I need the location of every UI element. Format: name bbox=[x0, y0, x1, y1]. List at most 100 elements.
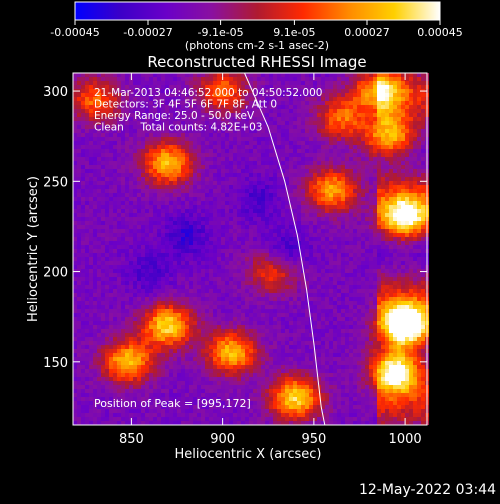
heatmap-cell bbox=[349, 225, 353, 229]
heatmap-cell bbox=[357, 101, 361, 105]
heatmap-cell bbox=[297, 161, 301, 165]
heatmap-cell bbox=[213, 225, 217, 229]
chart-title: Reconstructed RHESSI Image bbox=[147, 53, 366, 71]
heatmap-cell bbox=[365, 93, 369, 97]
heatmap-cell bbox=[165, 189, 169, 193]
heatmap-cell bbox=[149, 149, 153, 153]
heatmap-cell bbox=[93, 221, 97, 225]
heatmap-cell bbox=[405, 81, 409, 85]
heatmap-cell bbox=[297, 117, 301, 121]
heatmap-cell bbox=[137, 249, 141, 253]
heatmap-cell bbox=[369, 129, 373, 133]
heatmap-cell bbox=[401, 137, 405, 141]
heatmap-cell bbox=[317, 253, 321, 257]
heatmap-cell bbox=[381, 241, 385, 245]
heatmap-cell bbox=[269, 157, 273, 161]
heatmap-cell bbox=[409, 105, 413, 109]
heatmap-cell bbox=[129, 225, 133, 229]
heatmap-cell bbox=[241, 205, 245, 209]
heatmap-cell bbox=[269, 281, 273, 285]
heatmap-cell bbox=[121, 189, 125, 193]
heatmap-cell bbox=[301, 117, 305, 121]
heatmap-cell bbox=[81, 85, 85, 89]
heatmap-cell bbox=[197, 257, 201, 261]
heatmap-cell bbox=[181, 237, 185, 241]
heatmap-cell bbox=[157, 145, 161, 149]
heatmap-cell bbox=[289, 149, 293, 153]
heatmap-cell bbox=[229, 285, 233, 289]
heatmap-cell bbox=[141, 165, 145, 169]
heatmap-cell bbox=[277, 189, 281, 193]
heatmap-cell bbox=[125, 237, 129, 241]
heatmap-cell bbox=[417, 157, 421, 161]
heatmap-cell bbox=[281, 109, 285, 113]
heatmap-cell bbox=[241, 177, 245, 181]
heatmap-cell bbox=[397, 189, 401, 193]
heatmap-cell bbox=[405, 125, 409, 129]
heatmap-cell bbox=[101, 209, 105, 213]
heatmap-cell bbox=[101, 193, 105, 197]
heatmap-cell bbox=[217, 277, 221, 281]
heatmap-cell bbox=[241, 197, 245, 201]
heatmap-cell bbox=[373, 185, 377, 189]
heatmap-cell bbox=[413, 233, 417, 237]
heatmap-cell bbox=[189, 281, 193, 285]
heatmap-cell bbox=[101, 73, 105, 77]
heatmap-cell bbox=[421, 145, 425, 149]
heatmap-cell bbox=[101, 273, 105, 277]
heatmap-cell bbox=[353, 173, 357, 177]
heatmap-cell bbox=[217, 237, 221, 241]
heatmap-cell bbox=[393, 149, 397, 153]
heatmap-cell bbox=[337, 285, 341, 289]
heatmap-cell bbox=[237, 217, 241, 221]
heatmap-cell bbox=[181, 289, 185, 293]
heatmap-cell bbox=[185, 161, 189, 165]
heatmap-cell bbox=[301, 225, 305, 229]
heatmap-cell bbox=[253, 173, 257, 177]
heatmap-cell bbox=[417, 129, 421, 133]
heatmap-cell bbox=[337, 229, 341, 233]
heatmap-cell bbox=[325, 149, 329, 153]
heatmap-cell bbox=[133, 149, 137, 153]
heatmap-cell bbox=[341, 217, 345, 221]
heatmap-cell bbox=[89, 85, 93, 89]
heatmap-cell bbox=[293, 173, 297, 177]
heatmap-cell bbox=[117, 177, 121, 181]
heatmap-cell bbox=[281, 105, 285, 109]
heatmap-cell bbox=[281, 209, 285, 213]
heatmap-cell bbox=[249, 289, 253, 293]
heatmap-cell bbox=[301, 161, 305, 165]
heatmap-cell bbox=[125, 249, 129, 253]
heatmap-cell bbox=[401, 105, 405, 109]
heatmap-cell bbox=[277, 185, 281, 189]
heatmap-cell bbox=[225, 145, 229, 149]
heatmap-cell bbox=[381, 89, 385, 93]
heatmap-cell bbox=[365, 285, 369, 289]
heatmap-cell bbox=[105, 281, 109, 285]
heatmap-cell bbox=[165, 181, 169, 185]
heatmap-cell bbox=[349, 289, 353, 293]
heatmap-cell bbox=[421, 249, 425, 253]
heatmap-cell bbox=[157, 149, 161, 153]
heatmap-cell bbox=[229, 289, 233, 293]
heatmap-cell bbox=[225, 173, 229, 177]
heatmap-cell bbox=[245, 165, 249, 169]
heatmap-cell bbox=[257, 253, 261, 257]
heatmap-cell bbox=[301, 141, 305, 145]
heatmap-cell bbox=[285, 157, 289, 161]
heatmap-cell bbox=[389, 97, 393, 101]
heatmap-cell bbox=[189, 245, 193, 249]
heatmap-cell bbox=[301, 253, 305, 257]
heatmap-cell bbox=[421, 213, 425, 217]
heatmap-cell bbox=[393, 261, 397, 265]
heatmap-cell bbox=[245, 181, 249, 185]
heatmap-cell bbox=[125, 273, 129, 277]
heatmap-cell bbox=[369, 165, 373, 169]
heatmap-cell bbox=[341, 285, 345, 289]
heatmap-cell bbox=[221, 173, 225, 177]
heatmap-cell bbox=[305, 109, 309, 113]
heatmap-cell bbox=[401, 209, 405, 213]
heatmap-cell bbox=[129, 149, 133, 153]
heatmap-cell bbox=[165, 165, 169, 169]
heatmap-cell bbox=[73, 189, 77, 193]
